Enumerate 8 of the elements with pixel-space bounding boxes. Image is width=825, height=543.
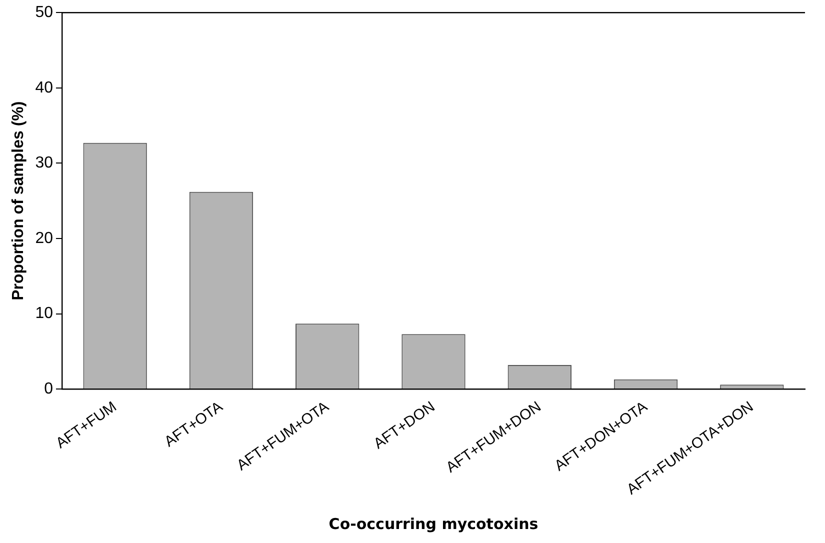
y-axis-title: Proportion of samples (%) [10,101,28,300]
x-axis-title: Co-occurring mycotoxins [328,514,538,533]
y-tick-label: 10 [35,305,54,322]
y-tick-label: 50 [35,4,54,22]
y-tick-label: 20 [35,230,54,247]
y-tick-label: 30 [35,154,54,172]
y-tick-label: 0 [44,380,54,398]
y-tick-label: 40 [35,79,54,96]
